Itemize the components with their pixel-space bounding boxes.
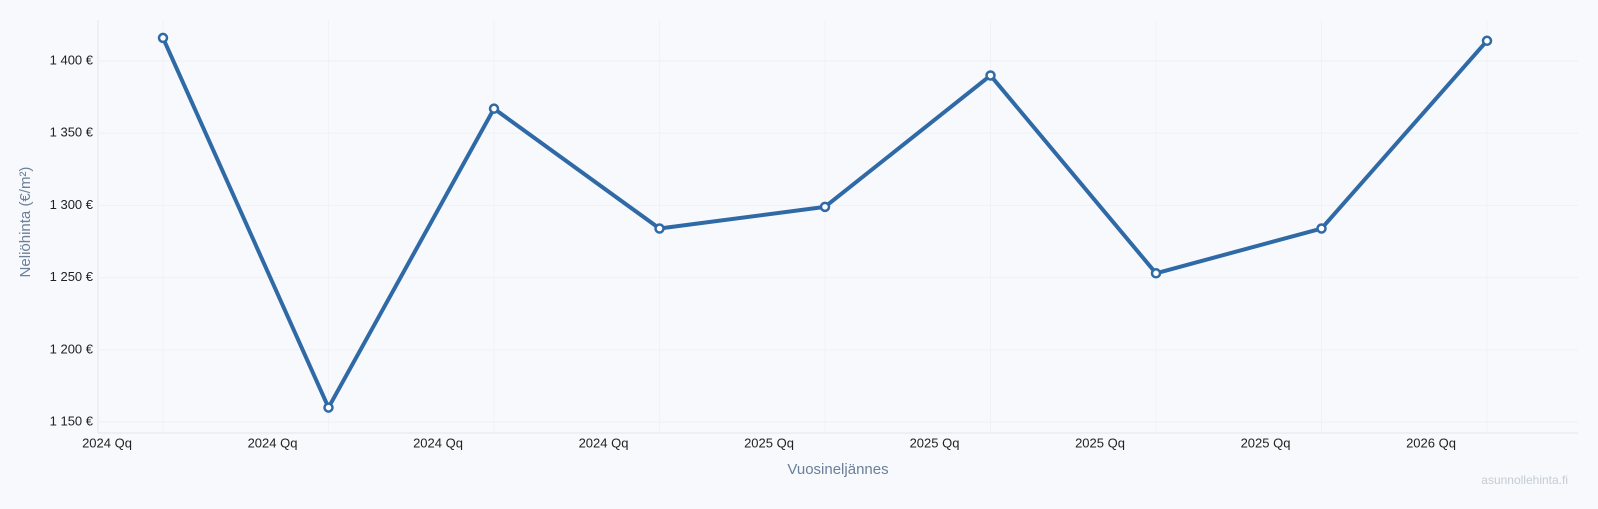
x-tick-label: 2024 Qq bbox=[82, 435, 132, 450]
x-tick-label: 2025 Qq bbox=[1241, 435, 1291, 450]
point bbox=[1316, 223, 1327, 234]
watermark: asunnollehinta.fi bbox=[1481, 473, 1568, 487]
x-tick-label: 2024 Qq bbox=[248, 435, 298, 450]
y-tick-label: 1 350 € bbox=[50, 125, 94, 140]
y-tick-label: 1 150 € bbox=[50, 413, 94, 428]
point bbox=[488, 103, 500, 114]
x-tick-label: 2024 Qq bbox=[579, 435, 629, 450]
x-tick-label: 2025 Qq bbox=[910, 435, 960, 450]
x-tick-label: 2025 Qq bbox=[744, 435, 794, 450]
y-tick-label: 1 400 € bbox=[50, 52, 94, 67]
x-tick-label: 2024 Qq bbox=[413, 435, 463, 450]
point bbox=[1150, 268, 1162, 279]
x-tick-label: 2026 Qq bbox=[1406, 435, 1456, 450]
point bbox=[819, 201, 831, 213]
y-tick-label: 1 250 € bbox=[50, 269, 94, 284]
x-tick-label: 2025 Qq bbox=[1075, 435, 1125, 450]
point bbox=[654, 223, 665, 234]
point bbox=[1481, 35, 1493, 47]
point bbox=[985, 70, 996, 81]
point bbox=[157, 32, 169, 44]
y-tick-label: 1 300 € bbox=[50, 197, 94, 212]
x-axis-title: Vuosineljännes bbox=[787, 461, 888, 478]
y-tick-label: 1 200 € bbox=[50, 341, 94, 356]
point bbox=[323, 402, 334, 413]
y-axis-title: Neliöhinta (€/m²) bbox=[17, 167, 34, 278]
